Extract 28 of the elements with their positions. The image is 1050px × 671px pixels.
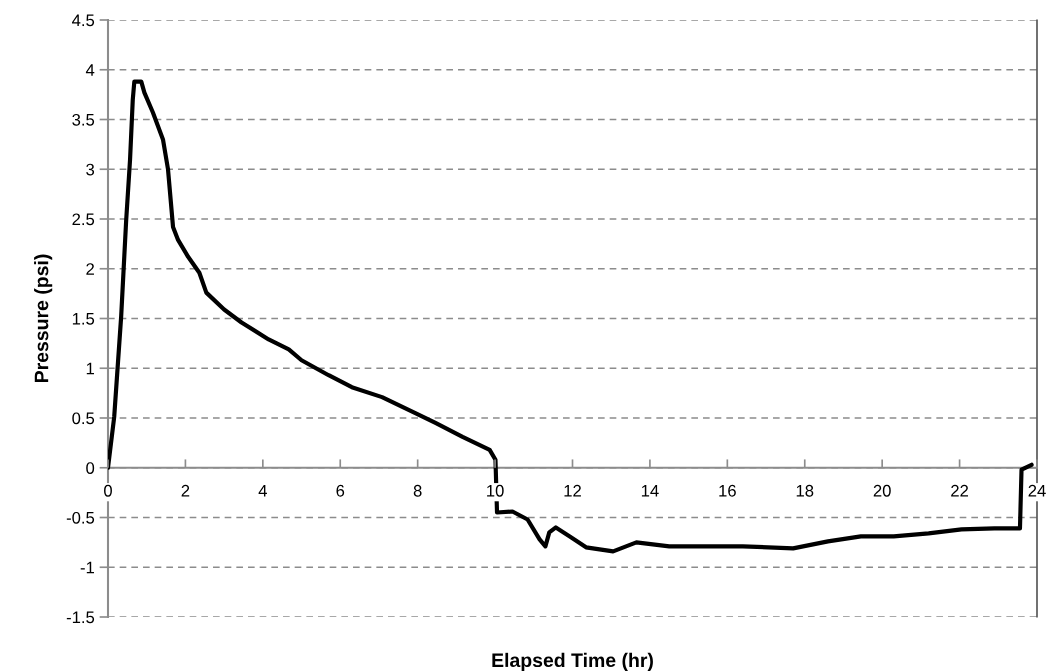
y-tick-label: 3 (86, 163, 95, 176)
y-tick-label: 3.5 (72, 113, 95, 126)
y-tick-label: 1.5 (72, 313, 95, 325)
x-tick-label: 4 (258, 485, 267, 497)
y-tick-label: 0 (86, 462, 95, 474)
y-tick-label: 2 (86, 263, 94, 275)
x-tick-label: 10 (487, 484, 504, 497)
x-tick-label: 24 (1028, 484, 1046, 497)
y-tick-label: 4 (85, 64, 95, 76)
x-tick-label: 2 (181, 484, 190, 497)
y-tick-label: 4.5 (72, 14, 95, 27)
y-tick-label: 1 (86, 362, 94, 375)
x-tick-label: 12 (564, 484, 581, 497)
x-tick-label: 20 (873, 484, 891, 497)
x-tick-label: 14 (641, 485, 659, 497)
x-tick-label: 16 (719, 484, 736, 497)
y-tick-label: 0.5 (72, 412, 95, 425)
x-axis-title: Elapsed Time (hr) (492, 652, 653, 671)
y-tick-label: -1 (80, 561, 94, 574)
x-tick-label: 6 (336, 484, 345, 497)
y-tick-label: -1.5 (66, 611, 95, 624)
x-tick-label: 22 (951, 484, 969, 497)
y-tick-label: -0.5 (66, 511, 95, 524)
x-tick-label: 0 (104, 484, 112, 497)
y-tick-label: 2.5 (72, 213, 95, 226)
y-axis-title: Pressure (psi) (34, 254, 53, 383)
x-tick-label: 18 (796, 484, 814, 497)
x-tick-label: 8 (413, 484, 422, 497)
